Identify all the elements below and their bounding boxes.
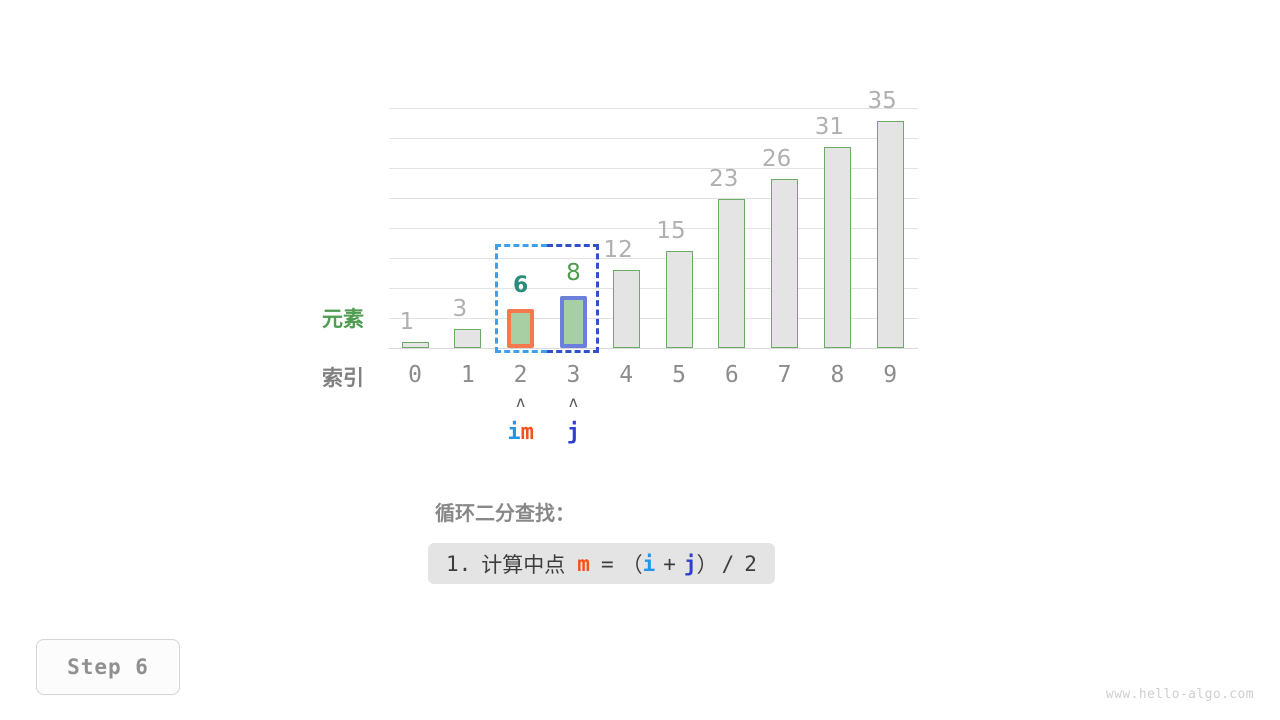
bar-value-label: 12 xyxy=(603,237,633,264)
formula-divisor: 2 xyxy=(744,551,757,576)
pointer-label-group: j xyxy=(543,420,603,445)
gridline xyxy=(389,138,918,139)
bar-value-label: 23 xyxy=(709,165,739,192)
gridline xyxy=(389,108,918,109)
index-row-label: 索引 xyxy=(322,366,364,390)
bar xyxy=(876,120,904,348)
index-tick-7: 7 xyxy=(777,362,792,388)
formula-text: 计算中点 xyxy=(481,552,566,577)
formula-var-i: i xyxy=(642,551,656,576)
gridline xyxy=(389,198,918,199)
step-badge: Step 6 xyxy=(36,639,180,695)
bar-value-label: 15 xyxy=(656,217,686,244)
index-tick-2: 2 xyxy=(513,362,528,388)
gridline xyxy=(389,318,918,319)
bar-value-label: 31 xyxy=(814,113,845,140)
pointer-caret-icon: ʌ xyxy=(568,393,578,411)
bar xyxy=(401,341,429,348)
search-range-left-bracket xyxy=(495,244,547,353)
formula-plus: + xyxy=(663,551,676,576)
bar xyxy=(454,328,482,348)
formula-box: 1. 计算中点 m = （ i + j ） / 2 xyxy=(428,543,775,584)
bar xyxy=(823,146,851,348)
bar xyxy=(612,270,640,348)
bar-highlighted xyxy=(507,309,535,348)
gridline xyxy=(389,228,918,229)
bar-value-label: 26 xyxy=(761,146,792,173)
bar xyxy=(665,250,693,348)
bar-value-label: 1 xyxy=(399,308,415,335)
index-tick-3: 3 xyxy=(566,362,581,388)
pointer-caret-icon: ʌ xyxy=(516,393,526,411)
element-row-label: 元素 xyxy=(322,307,364,331)
axis-baseline xyxy=(389,348,918,349)
caption-title: 循环二分查找： xyxy=(435,501,575,525)
formula-var-j: j xyxy=(683,551,697,576)
gridline xyxy=(389,288,918,289)
bar-value-label: 35 xyxy=(867,87,897,114)
bar xyxy=(718,198,746,348)
pointer-label-i: i xyxy=(507,420,521,445)
index-tick-9: 9 xyxy=(883,362,898,388)
pointer-label-j: j xyxy=(566,420,581,445)
bar-value-label: 3 xyxy=(452,295,468,322)
watermark: www.hello-algo.com xyxy=(1105,687,1254,702)
formula-equals: = xyxy=(600,551,614,576)
bar xyxy=(771,179,799,348)
pointer-label-m: m xyxy=(520,420,534,445)
pointer-label-group: im xyxy=(491,420,551,445)
bar-chart: 1 3 6 8 12 15 23 26 31 35 xyxy=(389,88,918,353)
index-tick-5: 5 xyxy=(672,362,686,388)
gridline xyxy=(389,168,918,169)
bar-highlighted xyxy=(559,296,587,348)
formula-var-m: m xyxy=(577,551,590,576)
index-tick-4: 4 xyxy=(619,362,634,388)
formula-step-number: 1. xyxy=(446,551,472,576)
index-tick-6: 6 xyxy=(724,362,739,388)
bar-value-label: 8 xyxy=(566,260,581,287)
search-range-right-bracket xyxy=(547,244,599,353)
bar-value-label: 6 xyxy=(512,273,529,299)
formula-paren-close: ） xyxy=(696,552,718,577)
index-tick-8: 8 xyxy=(830,362,845,388)
formula-paren-open: （ xyxy=(621,552,643,577)
formula-divide: / xyxy=(721,551,735,576)
gridline xyxy=(389,258,918,259)
index-tick-0: 0 xyxy=(408,362,422,388)
index-tick-1: 1 xyxy=(460,362,475,388)
